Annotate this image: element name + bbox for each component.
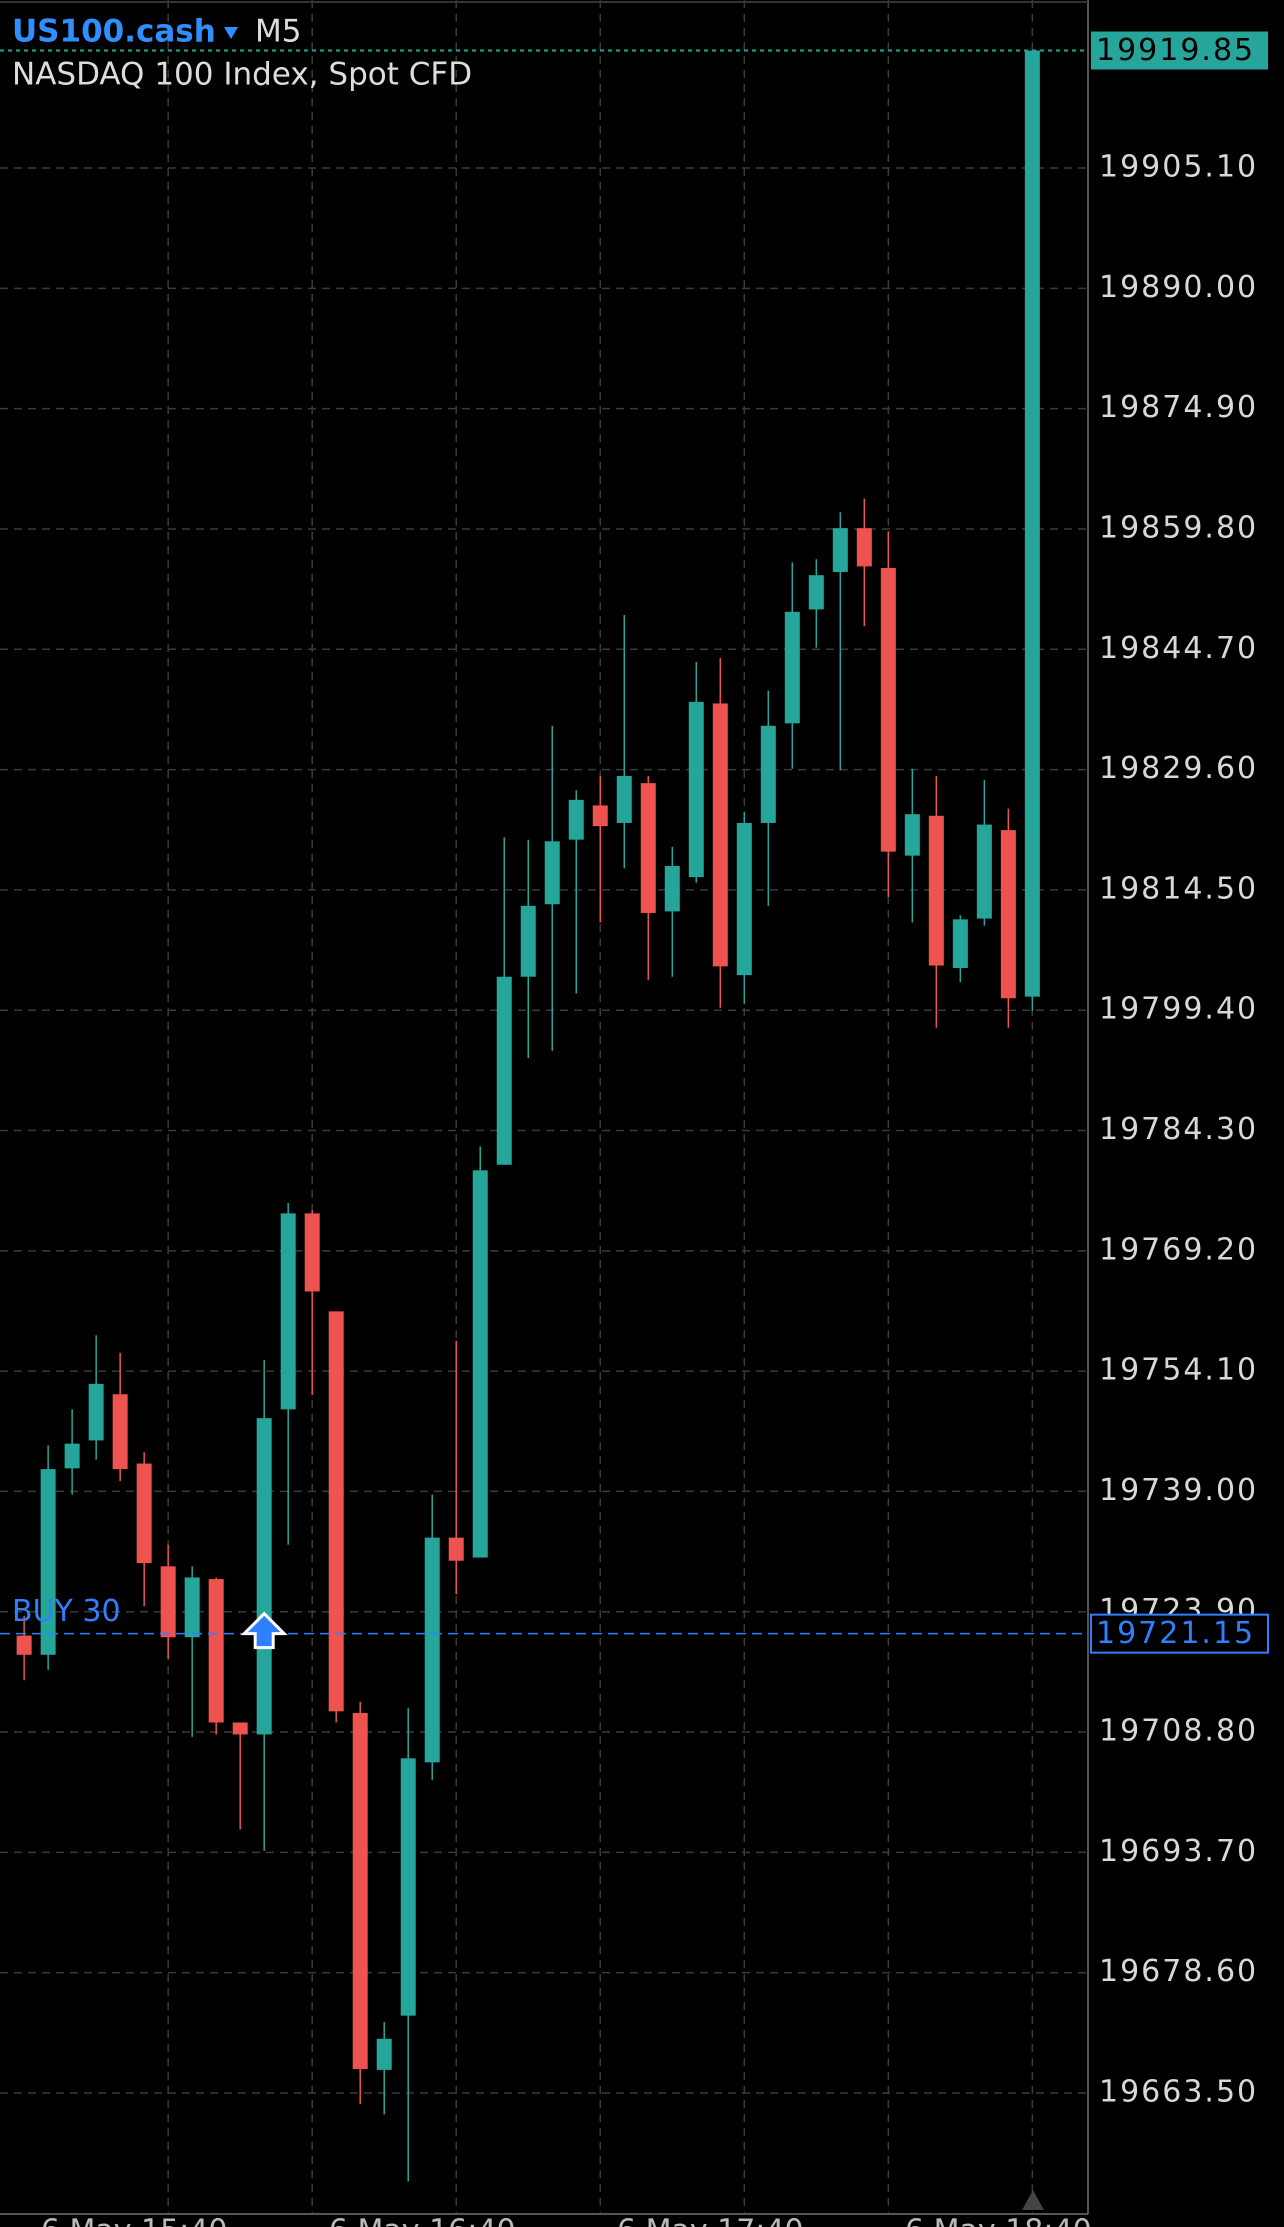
candle-body bbox=[712, 703, 728, 967]
y-tick-label: 19769.20 bbox=[1099, 1232, 1258, 1267]
candle-body bbox=[688, 701, 704, 878]
y-tick-label: 19859.80 bbox=[1099, 510, 1258, 545]
candle-body bbox=[208, 1579, 224, 1723]
candle-body bbox=[904, 814, 920, 856]
candle-body bbox=[832, 528, 848, 572]
y-tick-label: 19905.10 bbox=[1099, 150, 1258, 185]
scroll-marker bbox=[1022, 2190, 1044, 2210]
current-price-label: 19919.85 bbox=[1096, 33, 1255, 68]
y-tick-label: 19784.30 bbox=[1099, 1112, 1258, 1147]
candle-body bbox=[1000, 830, 1016, 999]
candle-body bbox=[640, 783, 656, 913]
candle-body bbox=[976, 824, 992, 919]
trade-arrow bbox=[240, 1611, 288, 1650]
y-tick-label: 19814.50 bbox=[1099, 871, 1258, 906]
x-tick-label: 6 May 15:40 bbox=[41, 2214, 228, 2227]
candle-body bbox=[856, 528, 872, 567]
current-price-box bbox=[1091, 31, 1268, 70]
x-tick-label: 6 May 17:40 bbox=[617, 2214, 804, 2227]
candle-body bbox=[376, 2038, 392, 2070]
candle-body bbox=[616, 775, 632, 823]
candles bbox=[16, 50, 1040, 2182]
candle-body bbox=[304, 1213, 320, 1292]
candle-body bbox=[184, 1577, 200, 1638]
y-tick-label: 19874.90 bbox=[1099, 390, 1258, 425]
candle-body bbox=[232, 1722, 248, 1735]
x-tick-label: 6 May 18:40 bbox=[905, 2214, 1092, 2227]
trade-price-box bbox=[1090, 1613, 1269, 1654]
candle-body bbox=[88, 1383, 104, 1441]
candle-body bbox=[16, 1635, 32, 1655]
y-tick-label: 19799.40 bbox=[1099, 992, 1258, 1027]
trade-label: BUY 30 bbox=[12, 1594, 121, 1629]
y-tick-label: 19890.00 bbox=[1099, 270, 1258, 305]
dropdown-arrow[interactable] bbox=[224, 27, 238, 39]
subtitle: NASDAQ 100 Index, Spot CFD bbox=[12, 57, 472, 93]
candle-body bbox=[592, 805, 608, 827]
x-tick-label: 6 May 16:40 bbox=[329, 2214, 516, 2227]
candle-body bbox=[808, 575, 824, 610]
timeframe[interactable]: M5 bbox=[255, 14, 301, 50]
candle-body bbox=[280, 1213, 296, 1410]
candle-body bbox=[448, 1537, 464, 1561]
candle-body bbox=[352, 1712, 368, 2070]
candle-body bbox=[952, 919, 968, 968]
symbol[interactable]: US100.cash bbox=[12, 14, 216, 50]
candle-body bbox=[760, 725, 776, 823]
candle-body bbox=[424, 1537, 440, 1763]
overlay: 19663.5019678.6019693.7019708.8019723.90… bbox=[0, 31, 1269, 2227]
candle-body bbox=[472, 1170, 488, 1558]
candle-body bbox=[496, 976, 512, 1165]
candle-body bbox=[544, 841, 560, 905]
y-tick-label: 19663.50 bbox=[1099, 2074, 1258, 2109]
candle-body bbox=[160, 1566, 176, 1638]
candle-body bbox=[568, 799, 584, 840]
candle-body bbox=[880, 568, 896, 852]
y-tick-label: 19844.70 bbox=[1099, 631, 1258, 666]
y-tick-label: 19693.70 bbox=[1099, 1834, 1258, 1869]
candle-body bbox=[784, 611, 800, 724]
y-tick-label: 19708.80 bbox=[1099, 1714, 1258, 1749]
candle-body bbox=[64, 1443, 80, 1469]
candle-body bbox=[664, 865, 680, 912]
y-tick-label: 19829.60 bbox=[1099, 751, 1258, 786]
candle-body bbox=[520, 905, 536, 977]
candle-body bbox=[736, 822, 752, 976]
candle-body bbox=[928, 815, 944, 966]
candle-body bbox=[112, 1394, 128, 1470]
candle-body bbox=[328, 1311, 344, 1712]
candle-body bbox=[136, 1463, 152, 1564]
y-tick-label: 19678.60 bbox=[1099, 1954, 1258, 1989]
y-tick-label: 19739.00 bbox=[1099, 1473, 1258, 1508]
y-tick-label: 19754.10 bbox=[1099, 1353, 1258, 1388]
candle-body bbox=[400, 1758, 416, 2016]
trade-price-label: 19721.15 bbox=[1096, 1616, 1255, 1651]
candle-body bbox=[40, 1469, 56, 1655]
candle-body bbox=[256, 1418, 272, 1735]
candle-body bbox=[1024, 50, 1040, 997]
